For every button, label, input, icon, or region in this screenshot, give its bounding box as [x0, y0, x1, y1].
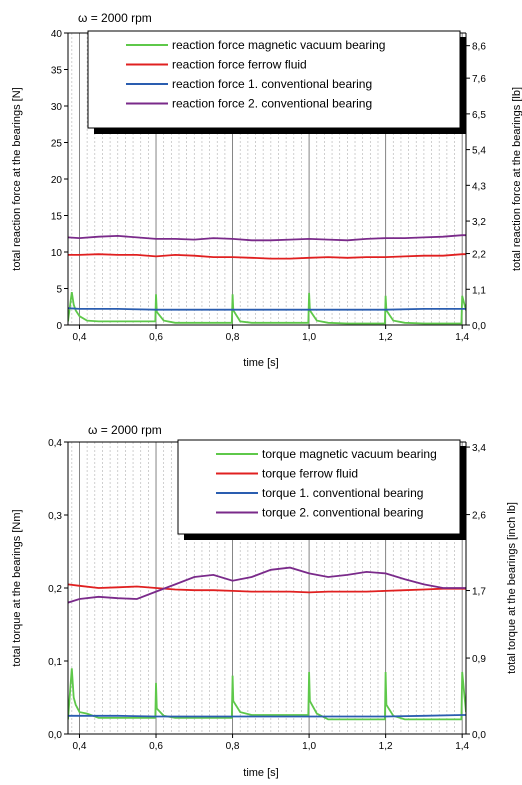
series-line-2: [68, 253, 466, 260]
series-line-1: [68, 291, 466, 325]
y-tick-label: 15: [51, 212, 63, 223]
x-tick-label: 0,4: [73, 332, 87, 343]
y-tick-label: 0,0: [48, 730, 62, 741]
x-tick-label: 1,0: [302, 741, 316, 752]
x-tick-label: 0,6: [149, 741, 163, 752]
y2-tick-label: 5,4: [472, 146, 486, 157]
y2-tick-label: 2,2: [472, 250, 486, 261]
x-tick-label: 0,4: [73, 741, 87, 752]
legend-entry: reaction force 1. conventional bearing: [172, 77, 372, 91]
y-tick-label: 0,4: [48, 438, 62, 449]
x-tick-label: 1,4: [455, 332, 469, 343]
y2-tick-label: 1,7: [472, 587, 486, 598]
series-line-3: [68, 307, 466, 311]
y2-tick-label: 6,5: [472, 110, 486, 121]
legend-entry: torque magnetic vacuum bearing: [262, 447, 437, 461]
legend-entry: reaction force magnetic vacuum bearing: [172, 38, 385, 52]
y2-tick-label: 1,1: [472, 285, 486, 296]
y2-axis-label: total reaction force at the bearings [lb…: [511, 87, 522, 271]
y-tick-label: 40: [51, 29, 63, 40]
y-axis-label: total reaction force at the bearings [N]: [11, 87, 23, 270]
chart-2: 0,4 0,6 0,8 1,0 1,2 1,40,00,10,20,30,40,00,91…: [11, 423, 518, 779]
y2-tick-label: 3,4: [472, 443, 486, 454]
x-tick-label: 0,8: [226, 332, 240, 343]
y2-tick-label: 8,6: [472, 42, 486, 53]
x-axis-label: time [s]: [243, 767, 278, 779]
legend-box: [87, 30, 461, 129]
y-tick-label: 25: [51, 139, 63, 150]
y-tick-label: 0: [56, 321, 62, 332]
y-tick-label: 0,3: [48, 511, 62, 522]
legend-entry: reaction force 2. conventional bearing: [172, 97, 372, 111]
y-axis-label: total torque at the bearings [Nm]: [11, 509, 23, 666]
y-tick-label: 5: [56, 285, 62, 296]
y2-tick-label: 2,6: [472, 511, 486, 522]
legend: reaction force magnetic vacuum bearing re…: [87, 30, 466, 134]
series-line-4: [68, 566, 466, 604]
chart-title: ω = 2000 rpm: [88, 423, 162, 437]
y-tick-label: 20: [51, 175, 63, 186]
chart-title: ω = 2000 rpm: [78, 11, 152, 25]
y2-tick-label: 0,0: [472, 321, 486, 332]
legend-entry: reaction force ferrow fluid: [172, 58, 307, 72]
x-tick-label: 1,0: [302, 332, 316, 343]
y2-tick-label: 4,3: [472, 181, 486, 192]
x-axis-label: time [s]: [243, 357, 278, 369]
y-tick-label: 30: [51, 102, 63, 113]
y-tick-label: 0,2: [48, 584, 62, 595]
legend-box: [177, 439, 461, 535]
series-line-2: [68, 583, 466, 594]
y2-tick-label: 0,0: [472, 730, 486, 741]
series-line-4: [68, 234, 466, 242]
series-line-1: [68, 668, 466, 721]
series-line-3: [68, 714, 466, 718]
x-tick-label: 0,8: [226, 741, 240, 752]
x-tick-label: 1,4: [455, 741, 469, 752]
legend: torque magnetic vacuum bearing torque fer…: [177, 439, 466, 540]
chart-1: 0,4 0,6 0,8 1,0 1,2 1,4 0 5 10 15 20 25 30 35 40 0,0 1,1…: [11, 11, 522, 369]
legend-entry: torque ferrow fluid: [262, 467, 358, 481]
y2-axis-label: total torque at the bearings [inch lb]: [506, 502, 518, 674]
y2-tick-label: 7,6: [472, 74, 486, 85]
legend-entry: torque 2. conventional bearing: [262, 506, 423, 520]
y-tick-label: 0,1: [48, 657, 62, 668]
y2-tick-label: 0,9: [472, 654, 486, 665]
x-tick-label: 0,6: [149, 332, 163, 343]
y-tick-label: 10: [51, 248, 63, 259]
y2-tick-label: 3,2: [472, 217, 486, 228]
y-tick-label: 35: [51, 66, 63, 77]
x-tick-label: 1,2: [379, 741, 393, 752]
legend-entry: torque 1. conventional bearing: [262, 486, 423, 500]
x-tick-label: 1,2: [379, 332, 393, 343]
